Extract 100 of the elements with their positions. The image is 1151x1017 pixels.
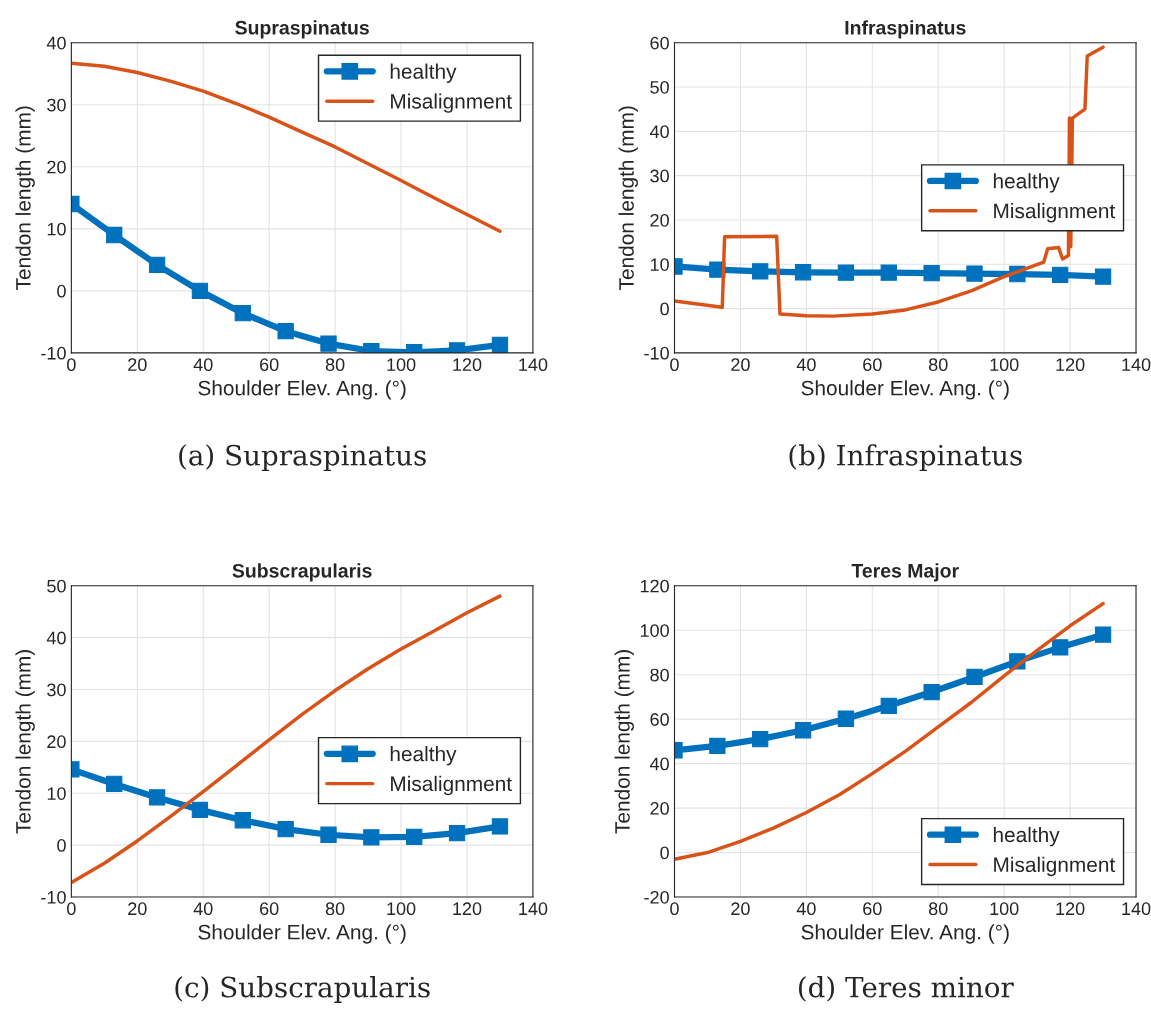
y-tick-label: 100: [640, 624, 669, 637]
chart-title: Supraspinatus: [235, 20, 369, 39]
x-tick-label: 80: [325, 358, 345, 372]
x-tick-label: 100: [387, 358, 416, 372]
legend-label: healthy: [993, 173, 1060, 193]
chart-title: Subscrapularis: [232, 563, 372, 582]
point: [448, 825, 466, 842]
point: [277, 323, 294, 340]
x-tick-label: 100: [990, 902, 1019, 916]
x-tick-label: 80: [928, 358, 948, 372]
legend-label: Misalignment: [391, 93, 512, 113]
text: (b) Infraspinatus: [789, 444, 1022, 472]
y-tick-label: -10: [644, 346, 669, 360]
point: [966, 668, 983, 686]
point: [191, 801, 209, 819]
x-tick-label: 120: [453, 902, 482, 916]
legend-label: Misalignment: [391, 775, 512, 796]
legend-label: Misalignment: [994, 856, 1116, 877]
point: [966, 265, 983, 282]
x-tick-label: 0: [67, 902, 76, 916]
point: [794, 264, 812, 281]
legend-label: Misalignment: [994, 203, 1116, 223]
text: (a) Supraspinatus: [179, 444, 426, 472]
x-tick-label: 40: [193, 358, 213, 372]
point: [491, 336, 509, 353]
x-tick-label: 20: [128, 902, 147, 916]
point: [148, 256, 166, 273]
y-tick-label: 80: [650, 668, 669, 682]
y-axis-title: Tendon length (mm): [15, 650, 35, 834]
legend-label: healthy: [390, 63, 457, 83]
y-tick-label: 40: [46, 631, 66, 645]
x-axis-title: Shoulder Elev. Ang. (°): [801, 924, 1009, 944]
y-tick-label: 0: [57, 284, 66, 298]
x-tick-label: 0: [67, 358, 76, 372]
point: [923, 264, 940, 282]
y-tick-label: 30: [47, 98, 66, 112]
legend-label: healthy: [993, 826, 1060, 847]
y-tick-label: 30: [650, 169, 669, 183]
text: (c) Subscrapularis: [175, 976, 430, 1003]
y-tick-label: 60: [650, 713, 669, 726]
point: [1094, 268, 1112, 285]
y-tick-label: 50: [650, 80, 669, 94]
y-tick-label: -20: [644, 890, 669, 904]
point: [709, 737, 726, 754]
legend-label: healthy: [390, 745, 457, 766]
x-tick-label: 140: [519, 358, 548, 372]
y-tick-label: 10: [650, 258, 669, 271]
point: [837, 264, 855, 281]
y-tick-label: 10: [47, 787, 66, 800]
y-tick-label: 10: [47, 222, 66, 236]
x-tick-label: 100: [387, 902, 416, 916]
point: [363, 829, 380, 846]
point: [234, 305, 251, 322]
point: [1052, 639, 1069, 656]
y-tick-label: 40: [46, 36, 66, 50]
x-tick-label: 20: [731, 902, 750, 916]
point: [752, 731, 769, 748]
y-tick-label: 0: [660, 302, 669, 316]
point: [923, 683, 940, 701]
y-tick-label: -10: [41, 890, 66, 904]
point: [148, 789, 166, 806]
y-tick-label: -10: [41, 346, 66, 360]
x-tick-label: 120: [1056, 358, 1085, 372]
point: [880, 264, 897, 281]
point: [191, 282, 209, 300]
point: [880, 697, 897, 714]
x-tick-label: 20: [731, 358, 750, 372]
x-tick-label: 80: [325, 902, 345, 916]
x-tick-label: 60: [260, 902, 279, 916]
chart-title: Teres Major: [851, 563, 959, 582]
point: [406, 828, 423, 845]
point: [106, 226, 123, 244]
y-tick-label: 20: [47, 160, 66, 174]
x-axis-title: Shoulder Elev. Ang. (°): [198, 380, 406, 400]
x-axis-title: Shoulder Elev. Ang. (°): [801, 380, 1009, 400]
y-tick-label: 60: [650, 36, 669, 50]
text: (d) Teres minor: [798, 976, 1014, 1002]
y-tick-label: 30: [47, 683, 66, 697]
y-tick-label: 50: [47, 579, 66, 593]
x-tick-label: 120: [1056, 902, 1085, 916]
point: [106, 775, 123, 793]
x-axis-title: Shoulder Elev. Ang. (°): [198, 924, 406, 944]
y-tick-label: 20: [47, 735, 66, 749]
x-tick-label: 40: [796, 358, 816, 372]
x-tick-label: 120: [453, 358, 482, 372]
point: [837, 710, 855, 727]
x-tick-label: 40: [193, 902, 213, 916]
x-tick-label: 60: [260, 358, 279, 372]
y-tick-label: 0: [57, 839, 66, 852]
chart-title: Infraspinatus: [845, 20, 966, 39]
x-tick-label: 60: [863, 358, 882, 372]
point: [1052, 266, 1069, 284]
point: [752, 263, 769, 280]
y-axis-title: Tendon length (mm): [618, 106, 638, 290]
x-tick-label: 80: [928, 902, 948, 916]
y-tick-label: 120: [640, 579, 669, 593]
x-tick-label: 0: [670, 902, 679, 916]
y-tick-label: 40: [649, 125, 669, 139]
x-tick-label: 40: [796, 902, 816, 916]
point: [491, 818, 509, 835]
